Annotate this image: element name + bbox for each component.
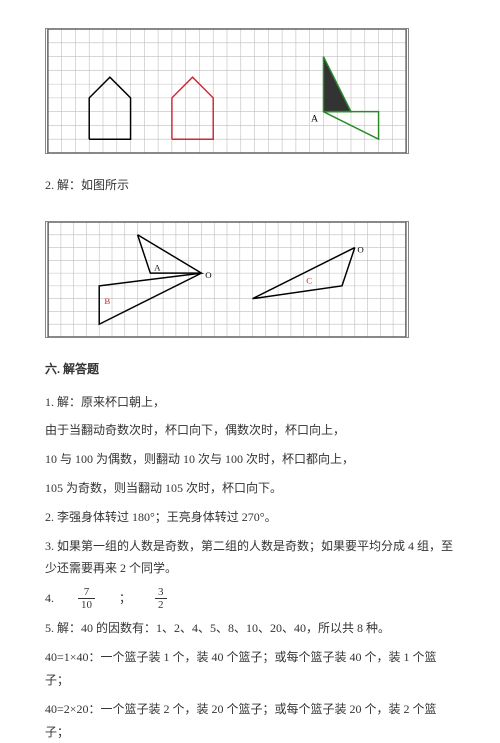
fraction-2: 3 2	[155, 586, 167, 611]
svg-text:C: C	[306, 275, 312, 285]
fraction-1: 7 10	[78, 586, 95, 611]
figure1-grid: A	[45, 28, 409, 154]
answer-5-line3: 40=2×20：一个篮子装 2 个，装 20 个篮子；或每个篮子装 20 个，装…	[45, 698, 455, 743]
fraction-2-den: 2	[155, 599, 167, 611]
answer-1-line3: 10 与 100 为偶数，则翻动 10 次与 100 次时，杯口都向上，	[45, 448, 455, 471]
figure2-grid: A O B O C	[45, 221, 409, 338]
fraction-1-num: 7	[78, 586, 95, 599]
answer-3: 3. 如果第一组的人数是奇数，第二组的人数是奇数；如果要平均分成 4 组，至少还…	[45, 535, 455, 581]
svg-text:O: O	[205, 270, 212, 280]
answer-1-line1: 1. 解：原来杯口朝上，	[45, 391, 455, 414]
caption-1: 2. 解：如图所示	[45, 174, 455, 197]
section-title: 六. 解答题	[45, 358, 455, 381]
svg-text:A: A	[154, 262, 161, 272]
fraction-2-num: 3	[155, 586, 167, 599]
svg-text:O: O	[357, 244, 364, 254]
svg-text:A: A	[311, 113, 319, 124]
svg-text:B: B	[104, 296, 110, 306]
answer-5-line1: 5. 解：40 的因数有：1、2、4、5、8、10、20、40，所以共 8 种。	[45, 617, 455, 640]
fraction-1-den: 10	[78, 599, 95, 611]
fraction-sep: ；	[119, 587, 131, 610]
answer-4-prefix: 4.	[45, 587, 54, 610]
answer-1-line4: 105 为奇数，则当翻动 105 次时，杯口向下。	[45, 477, 455, 500]
answer-2: 2. 李强身体转过 180°；王亮身体转过 270°。	[45, 506, 455, 529]
answer-1-line2: 由于当翻动奇数次时，杯口向下，偶数次时，杯口向上，	[45, 419, 455, 442]
answer-4: 4. 7 10 ； 3 2	[45, 586, 455, 611]
answer-5-line2: 40=1×40：一个篮子装 1 个，装 40 个篮子；或每个篮子装 40 个，装…	[45, 646, 455, 692]
